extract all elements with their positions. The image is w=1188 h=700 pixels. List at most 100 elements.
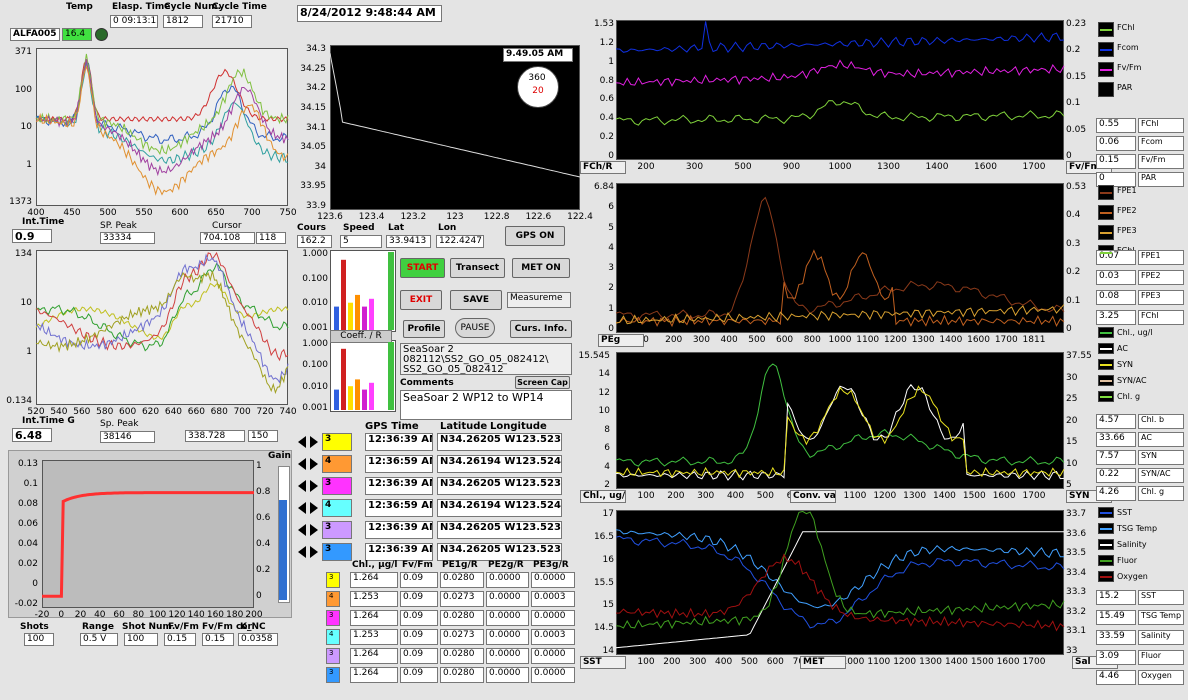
x-tick-label: 500 [756, 491, 774, 501]
trace [42, 491, 254, 598]
value-field: 0.0003 [531, 629, 575, 645]
button[interactable]: START [400, 258, 445, 278]
x-tick-label: 700 [233, 407, 251, 417]
y-tick-label: 34.25 [300, 63, 326, 74]
legend-label: Salinity [1117, 540, 1147, 549]
x-tick-label: 1300 [911, 335, 935, 345]
y-tick-label: 15.545 [578, 351, 611, 361]
button[interactable]: Curs. Info. [510, 320, 572, 338]
legend-label: SYN/AC [1117, 376, 1147, 385]
label: Fv/Fm cor [202, 622, 252, 632]
y-tick-label: 37.55 [1066, 351, 1092, 361]
value-field: 3 [326, 572, 340, 588]
bar [334, 389, 339, 410]
x-tick-label: 700 [243, 208, 261, 218]
value-field: 1.264 [350, 648, 398, 664]
value-field: 1.264 [350, 572, 398, 588]
x-tick-label: 80 [132, 610, 145, 620]
value-field: N34.26194 W123.52400 [437, 455, 562, 473]
axis-selector[interactable]: SST [580, 656, 626, 669]
value-field: 0.0000 [486, 610, 529, 626]
legend-label: Fv/Fm [1117, 63, 1142, 72]
value-field: 38146 [100, 431, 155, 443]
value-field: 1.264 [350, 610, 398, 626]
x-tick-label: 100 [637, 657, 655, 667]
label: Lat [388, 223, 405, 233]
value-field: ALFA005 [10, 28, 60, 41]
x-tick-label: 122.8 [483, 212, 510, 222]
value-field: 3.09 [1096, 650, 1136, 665]
legend-label: AC [1117, 344, 1128, 353]
gain-fill [279, 500, 287, 600]
axis-selector[interactable]: PEg [598, 334, 644, 347]
y-tick-label: 15 [1066, 437, 1078, 447]
y-tick-label: 33.95 [300, 181, 326, 192]
value-field: 0.0000 [531, 610, 575, 626]
button[interactable]: GPS ON [505, 226, 565, 246]
value-field: Salinity [1138, 630, 1184, 645]
label: Shots [20, 622, 49, 632]
series-plot [616, 183, 1064, 333]
dropdown[interactable]: Measureme [507, 292, 571, 308]
value-field: 0.0000 [531, 667, 575, 683]
bar [362, 389, 367, 410]
arrow [298, 524, 318, 536]
value-field: SYN/AC [1138, 468, 1184, 483]
legend-label: FChl [1117, 23, 1135, 32]
trace [35, 251, 289, 362]
x-tick-label: 900 [782, 162, 801, 172]
button[interactable]: PAUSE [455, 318, 495, 338]
value-field: 150 [248, 430, 278, 442]
y-tick-label: 1.53 [593, 19, 614, 29]
y-tick-label: 0.15 [1066, 71, 1087, 82]
button[interactable]: EXIT [400, 290, 442, 310]
y-tick-label: 33.6 [1066, 528, 1087, 539]
y-tick-label: 2 [608, 283, 614, 294]
y-tick-label: 0 [256, 591, 262, 601]
y-tick-label: 0.2 [1066, 45, 1081, 56]
value-field: 0.09 [400, 610, 438, 626]
label: Comments [400, 378, 454, 388]
value-field: 12:36:39 AM [365, 521, 433, 539]
x-tick-label: 122.4 [567, 212, 593, 222]
y-tick-label: 3 [608, 263, 614, 274]
y-tick-label: 0.1 [23, 479, 38, 489]
button[interactable]: Profile [403, 320, 445, 338]
y-tick-label: 0 [608, 324, 614, 334]
value-field: FChl [1138, 118, 1184, 133]
axis-selector[interactable]: Chl., ug/l [580, 490, 626, 503]
x-tick-label: 1000 [828, 335, 852, 345]
value-field: 1.264 [350, 667, 398, 683]
trace [615, 529, 1064, 609]
button[interactable]: Transect [450, 258, 505, 278]
button[interactable]: SAVE [450, 290, 502, 310]
bar [355, 294, 360, 330]
trace [329, 53, 581, 178]
trace [615, 510, 1065, 630]
value-field: 7.57 [1096, 450, 1136, 465]
y-tick-label: 0.1 [1066, 295, 1081, 306]
value-field: PAR [1138, 172, 1184, 187]
value-field: 0.0000 [486, 667, 529, 683]
y-tick-label: 0.23 [1066, 19, 1087, 29]
axis-selector[interactable]: Conv. vars. [790, 490, 836, 503]
value-field: 0.0273 [440, 629, 484, 645]
axis-selector[interactable]: MET [800, 656, 846, 669]
y-tick-label: 0.010 [302, 381, 328, 392]
value-field: 8/24/2012 9:48:44 AM [297, 5, 442, 22]
button[interactable]: Screen Cap [515, 376, 570, 389]
x-tick-label: 0 [58, 610, 65, 620]
value-field: 0.0280 [440, 572, 484, 588]
value-field: 0.0280 [440, 648, 484, 664]
arrow [298, 480, 318, 492]
value-field: 0.15 [1096, 154, 1136, 169]
axis-selector[interactable]: FCh/R [580, 161, 626, 174]
button[interactable]: MET ON [512, 258, 570, 278]
y-tick-label: 4 [608, 242, 614, 253]
label: Speed [343, 223, 375, 233]
x-tick-label: 0 [643, 335, 649, 345]
x-tick-label: 1200 [893, 657, 917, 667]
trace [615, 100, 1065, 126]
x-tick-label: 500 [734, 162, 752, 172]
x-tick-label: 750 [279, 208, 297, 218]
